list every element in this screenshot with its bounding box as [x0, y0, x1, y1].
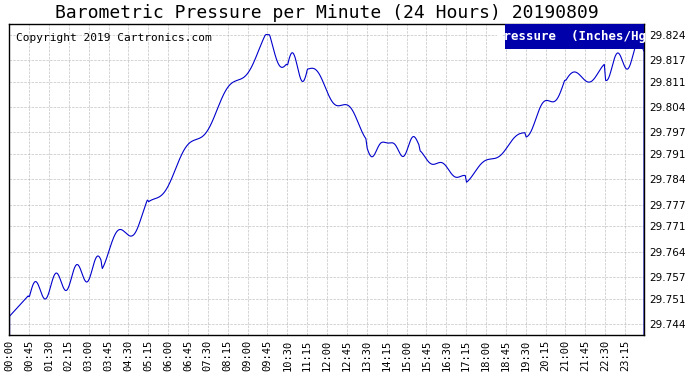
- Text: Copyright 2019 Cartronics.com: Copyright 2019 Cartronics.com: [15, 33, 211, 43]
- Title: Barometric Pressure per Minute (24 Hours) 20190809: Barometric Pressure per Minute (24 Hours…: [55, 4, 599, 22]
